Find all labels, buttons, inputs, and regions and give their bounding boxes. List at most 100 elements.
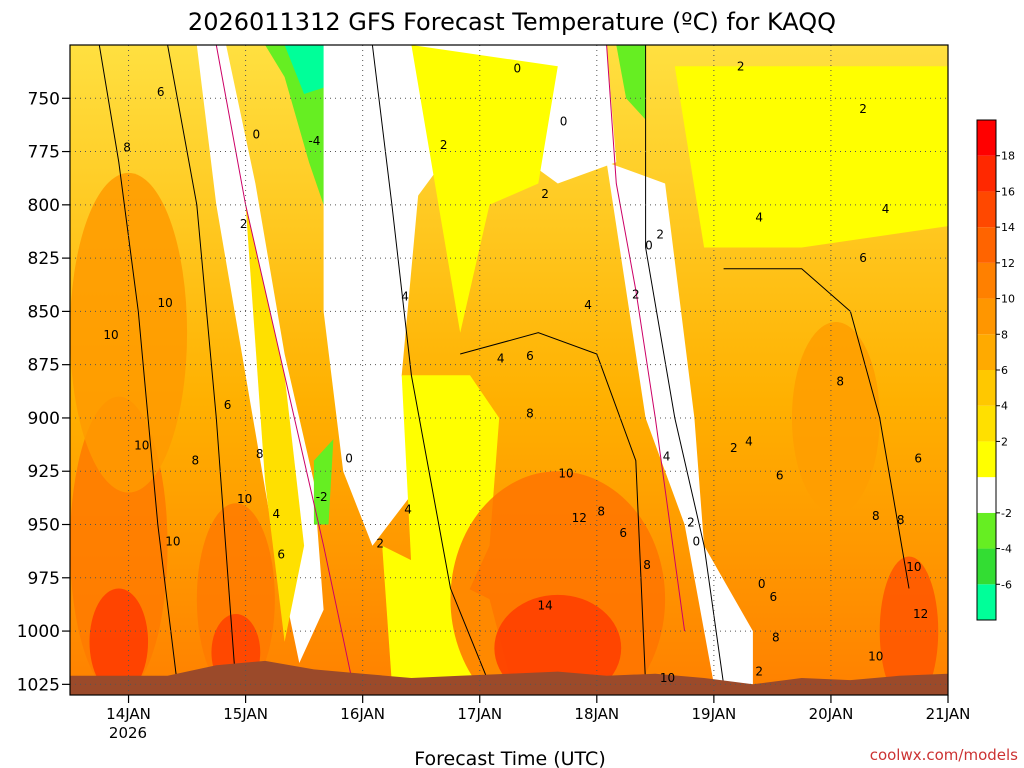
contour-line-0 [98, 45, 178, 685]
colorbar-label: 18 [1001, 150, 1015, 163]
x-axis-label: Forecast Time (UTC) [414, 748, 605, 768]
contour-label: 10 [558, 466, 573, 480]
x-tick-label: 17JAN [457, 705, 502, 723]
colorbar-label: -6 [1001, 578, 1012, 591]
contour-label: 4 [584, 298, 592, 312]
colorbar-swatch [977, 405, 996, 442]
colorbar-swatch [977, 370, 996, 406]
contour-label: 2 [859, 102, 867, 116]
colorbar-swatch [977, 298, 996, 335]
contour-line-1 [167, 45, 237, 685]
x-tick-label: 19JAN [691, 705, 736, 723]
colorbar-label: 10 [1001, 293, 1015, 306]
contour-label: 2 [632, 287, 640, 301]
y-tick-label: 975 [28, 569, 60, 589]
region-2c-c [411, 45, 558, 333]
contour-label: 2 [737, 59, 745, 73]
x-year-label: 2026 [109, 724, 147, 742]
contour-label: 2 [440, 138, 448, 152]
y-tick-label: 800 [28, 196, 60, 216]
warm-core-5 [494, 594, 622, 695]
y-tick-label: 850 [28, 302, 60, 322]
warm-core-6 [70, 172, 188, 493]
contour-label: 2 [376, 537, 384, 551]
x-tick-label: 18JAN [574, 705, 619, 723]
contour-label: 8 [597, 505, 605, 519]
region-minus2-b [616, 45, 646, 120]
contour-label: 2 [755, 665, 763, 679]
colorbar-swatch [977, 441, 996, 478]
contour-label: 0 [560, 115, 568, 129]
contour-label: 10 [660, 671, 675, 685]
colorbar-label: 2 [1001, 435, 1008, 448]
contour-label: 10 [868, 650, 883, 664]
x-tick-label: 20JAN [809, 705, 854, 723]
colorbar-swatch [977, 191, 996, 228]
contour-label: 8 [526, 407, 534, 421]
contour-label: 6 [776, 468, 784, 482]
contour-label: 0 [692, 535, 700, 549]
contour-label: 8 [897, 513, 905, 527]
contour-label: 4 [497, 351, 505, 365]
x-axis: 14JAN 15JAN 16JAN 17JAN 18JAN 19JAN 20JAN 21JAN [106, 695, 970, 723]
contour-label: 8 [643, 558, 651, 572]
contour-label: 6 [277, 547, 285, 561]
colorbar-label: 6 [1001, 364, 1008, 377]
region-0c-d [606, 162, 753, 685]
contour-label: 0 [345, 451, 353, 465]
x-tick-label: 15JAN [223, 705, 268, 723]
contour-label: 8 [256, 447, 264, 461]
y-tick-label: 1000 [17, 622, 60, 642]
colorbar-label: -2 [1001, 507, 1012, 520]
region-2c-b [674, 66, 948, 248]
contour-label: 2 [656, 228, 664, 242]
colorbar-swatch [977, 477, 996, 513]
colorbar-label: 4 [1001, 400, 1008, 413]
contour-label: 6 [770, 590, 778, 604]
contour-label: 6 [526, 349, 534, 363]
contour-label: 8 [772, 630, 780, 644]
contour-label: 0 [645, 238, 653, 252]
credit-text: coolwx.com/models [870, 746, 1018, 764]
region-minus4 [284, 45, 334, 94]
contour-label: 6 [619, 526, 627, 540]
contour-label: 6 [914, 451, 922, 465]
y-tick-label: 875 [28, 356, 60, 376]
chart-title: 2026011312 GFS Forecast Temperature (ºC)… [188, 8, 836, 36]
contour-label: 0 [253, 128, 261, 142]
contour-label: 6 [157, 85, 165, 99]
contour-label: 4 [755, 211, 763, 225]
contour-label: 6 [859, 251, 867, 265]
colorbar-swatch [977, 227, 996, 263]
y-tick-label: 825 [28, 249, 60, 269]
contour-label: 4 [404, 503, 412, 517]
contour-label: 4 [273, 507, 281, 521]
contour-label: 14 [537, 598, 552, 612]
contour-label: 2 [240, 217, 248, 231]
y-tick-label: 750 [28, 89, 60, 109]
contour-label: 10 [165, 535, 180, 549]
x-tick-label: 14JAN [106, 705, 151, 723]
contour-line-3 [645, 45, 725, 685]
colorbar-swatch [977, 120, 996, 156]
contour-label: 10 [134, 439, 149, 453]
contour-label: 10 [237, 492, 252, 506]
colorbar-swatch [977, 155, 996, 192]
contour-label: 10 [103, 328, 118, 342]
contour-label: 10 [906, 560, 921, 574]
contour-label: 8 [192, 454, 200, 468]
plot-frame [69, 44, 949, 696]
y-tick-label: 775 [28, 143, 60, 163]
contour-label: -2 [316, 490, 328, 504]
contour-label: 8 [872, 509, 880, 523]
warm-core-1 [89, 588, 149, 695]
contour-label: 4 [882, 202, 890, 216]
contour-label: 2 [687, 515, 695, 529]
region-0c-b [323, 45, 422, 546]
x-tick-label: 16JAN [340, 705, 385, 723]
contour-label: 12 [913, 607, 928, 621]
y-tick-label: 925 [28, 462, 60, 482]
colorbar-label: 8 [1001, 328, 1008, 341]
contour-label: 12 [572, 511, 587, 525]
